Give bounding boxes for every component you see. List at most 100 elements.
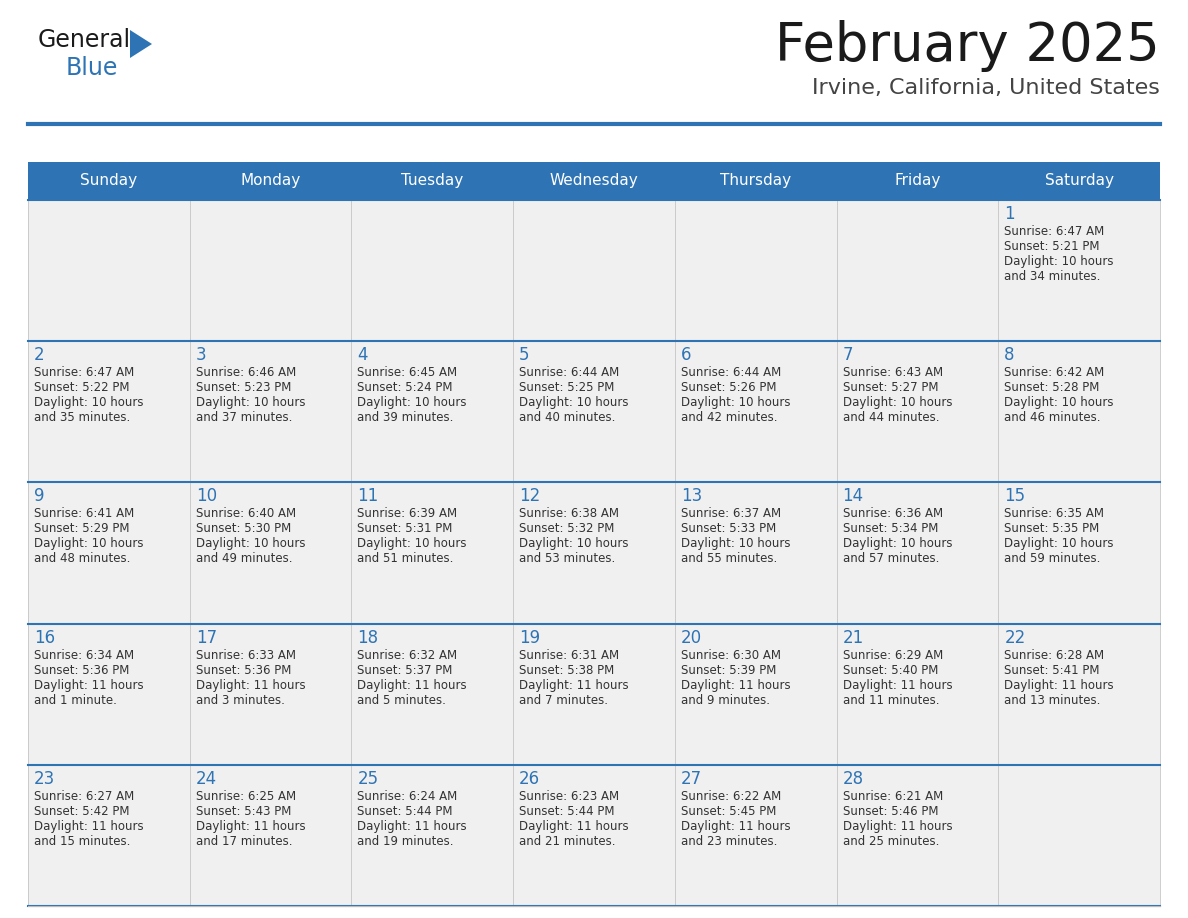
Text: Friday: Friday bbox=[895, 174, 941, 188]
Bar bbox=[29, 200, 190, 341]
Bar bbox=[29, 623, 190, 765]
Text: and 3 minutes.: and 3 minutes. bbox=[196, 694, 285, 707]
Text: Sunset: 5:44 PM: Sunset: 5:44 PM bbox=[519, 805, 614, 818]
Bar bbox=[29, 482, 190, 623]
Text: 24: 24 bbox=[196, 770, 217, 788]
Text: Sunrise: 6:24 AM: Sunrise: 6:24 AM bbox=[358, 789, 457, 803]
Text: Sunset: 5:22 PM: Sunset: 5:22 PM bbox=[34, 381, 129, 394]
Text: Sunrise: 6:44 AM: Sunrise: 6:44 AM bbox=[519, 366, 619, 379]
Bar bbox=[998, 482, 1159, 623]
Text: Sunrise: 6:35 AM: Sunrise: 6:35 AM bbox=[1004, 508, 1105, 521]
Bar bbox=[675, 623, 836, 765]
Bar bbox=[190, 341, 352, 482]
Text: 28: 28 bbox=[842, 770, 864, 788]
Text: 22: 22 bbox=[1004, 629, 1025, 646]
Text: Daylight: 10 hours: Daylight: 10 hours bbox=[34, 537, 144, 551]
Text: Daylight: 11 hours: Daylight: 11 hours bbox=[34, 678, 144, 691]
Text: and 35 minutes.: and 35 minutes. bbox=[34, 411, 131, 424]
Text: Sunrise: 6:43 AM: Sunrise: 6:43 AM bbox=[842, 366, 943, 379]
Text: Sunset: 5:45 PM: Sunset: 5:45 PM bbox=[681, 805, 776, 818]
Text: Sunset: 5:39 PM: Sunset: 5:39 PM bbox=[681, 664, 776, 677]
Text: Daylight: 11 hours: Daylight: 11 hours bbox=[34, 820, 144, 833]
Text: Sunrise: 6:42 AM: Sunrise: 6:42 AM bbox=[1004, 366, 1105, 379]
Text: Saturday: Saturday bbox=[1044, 174, 1113, 188]
Text: Sunset: 5:37 PM: Sunset: 5:37 PM bbox=[358, 664, 453, 677]
Bar bbox=[190, 623, 352, 765]
Text: 13: 13 bbox=[681, 487, 702, 506]
Text: Sunset: 5:33 PM: Sunset: 5:33 PM bbox=[681, 522, 776, 535]
Bar bbox=[675, 482, 836, 623]
Text: Monday: Monday bbox=[240, 174, 301, 188]
Text: and 55 minutes.: and 55 minutes. bbox=[681, 553, 777, 565]
Text: Sunrise: 6:36 AM: Sunrise: 6:36 AM bbox=[842, 508, 943, 521]
Text: Wednesday: Wednesday bbox=[550, 174, 638, 188]
Text: and 34 minutes.: and 34 minutes. bbox=[1004, 270, 1100, 283]
Text: Daylight: 11 hours: Daylight: 11 hours bbox=[842, 678, 953, 691]
Text: Daylight: 10 hours: Daylight: 10 hours bbox=[519, 397, 628, 409]
Text: Daylight: 11 hours: Daylight: 11 hours bbox=[519, 678, 628, 691]
Polygon shape bbox=[129, 30, 152, 58]
Bar bbox=[513, 623, 675, 765]
Text: 2: 2 bbox=[34, 346, 45, 364]
Bar bbox=[836, 341, 998, 482]
Text: and 37 minutes.: and 37 minutes. bbox=[196, 411, 292, 424]
Text: Sunset: 5:36 PM: Sunset: 5:36 PM bbox=[196, 664, 291, 677]
Text: Daylight: 10 hours: Daylight: 10 hours bbox=[519, 537, 628, 551]
Text: Sunset: 5:36 PM: Sunset: 5:36 PM bbox=[34, 664, 129, 677]
Text: 14: 14 bbox=[842, 487, 864, 506]
Bar bbox=[998, 765, 1159, 906]
Text: 12: 12 bbox=[519, 487, 541, 506]
Text: Sunrise: 6:29 AM: Sunrise: 6:29 AM bbox=[842, 649, 943, 662]
Text: 8: 8 bbox=[1004, 346, 1015, 364]
Text: and 7 minutes.: and 7 minutes. bbox=[519, 694, 608, 707]
Bar bbox=[29, 341, 190, 482]
Text: Sunset: 5:41 PM: Sunset: 5:41 PM bbox=[1004, 664, 1100, 677]
Text: Sunset: 5:38 PM: Sunset: 5:38 PM bbox=[519, 664, 614, 677]
Text: and 46 minutes.: and 46 minutes. bbox=[1004, 411, 1101, 424]
Text: 17: 17 bbox=[196, 629, 217, 646]
Text: 11: 11 bbox=[358, 487, 379, 506]
Text: Sunrise: 6:27 AM: Sunrise: 6:27 AM bbox=[34, 789, 134, 803]
Text: Sunset: 5:32 PM: Sunset: 5:32 PM bbox=[519, 522, 614, 535]
Text: 25: 25 bbox=[358, 770, 379, 788]
Text: Sunset: 5:42 PM: Sunset: 5:42 PM bbox=[34, 805, 129, 818]
Text: Sunset: 5:25 PM: Sunset: 5:25 PM bbox=[519, 381, 614, 394]
Text: Sunrise: 6:38 AM: Sunrise: 6:38 AM bbox=[519, 508, 619, 521]
Text: Daylight: 10 hours: Daylight: 10 hours bbox=[196, 397, 305, 409]
Text: Sunrise: 6:44 AM: Sunrise: 6:44 AM bbox=[681, 366, 781, 379]
Text: 6: 6 bbox=[681, 346, 691, 364]
Text: Blue: Blue bbox=[67, 56, 119, 80]
Text: Sunrise: 6:34 AM: Sunrise: 6:34 AM bbox=[34, 649, 134, 662]
Text: and 1 minute.: and 1 minute. bbox=[34, 694, 116, 707]
Text: Daylight: 10 hours: Daylight: 10 hours bbox=[358, 537, 467, 551]
Text: 1: 1 bbox=[1004, 205, 1015, 223]
Text: Daylight: 11 hours: Daylight: 11 hours bbox=[519, 820, 628, 833]
Text: Sunrise: 6:30 AM: Sunrise: 6:30 AM bbox=[681, 649, 781, 662]
Text: Sunset: 5:21 PM: Sunset: 5:21 PM bbox=[1004, 240, 1100, 253]
Bar bbox=[836, 482, 998, 623]
Bar bbox=[352, 623, 513, 765]
Text: Tuesday: Tuesday bbox=[402, 174, 463, 188]
Text: and 23 minutes.: and 23 minutes. bbox=[681, 834, 777, 848]
Bar bbox=[352, 765, 513, 906]
Text: 4: 4 bbox=[358, 346, 368, 364]
Bar bbox=[29, 162, 1159, 200]
Text: and 5 minutes.: and 5 minutes. bbox=[358, 694, 447, 707]
Bar bbox=[836, 200, 998, 341]
Text: Daylight: 10 hours: Daylight: 10 hours bbox=[1004, 537, 1114, 551]
Text: Daylight: 10 hours: Daylight: 10 hours bbox=[681, 397, 790, 409]
Bar bbox=[513, 482, 675, 623]
Text: and 57 minutes.: and 57 minutes. bbox=[842, 553, 939, 565]
Text: 7: 7 bbox=[842, 346, 853, 364]
Text: Irvine, California, United States: Irvine, California, United States bbox=[813, 78, 1159, 98]
Text: and 40 minutes.: and 40 minutes. bbox=[519, 411, 615, 424]
Text: Sunset: 5:29 PM: Sunset: 5:29 PM bbox=[34, 522, 129, 535]
Text: Sunset: 5:35 PM: Sunset: 5:35 PM bbox=[1004, 522, 1100, 535]
Text: Sunrise: 6:25 AM: Sunrise: 6:25 AM bbox=[196, 789, 296, 803]
Text: Sunrise: 6:39 AM: Sunrise: 6:39 AM bbox=[358, 508, 457, 521]
Text: and 19 minutes.: and 19 minutes. bbox=[358, 834, 454, 848]
Text: Daylight: 10 hours: Daylight: 10 hours bbox=[358, 397, 467, 409]
Text: Sunrise: 6:23 AM: Sunrise: 6:23 AM bbox=[519, 789, 619, 803]
Text: and 17 minutes.: and 17 minutes. bbox=[196, 834, 292, 848]
Bar bbox=[836, 765, 998, 906]
